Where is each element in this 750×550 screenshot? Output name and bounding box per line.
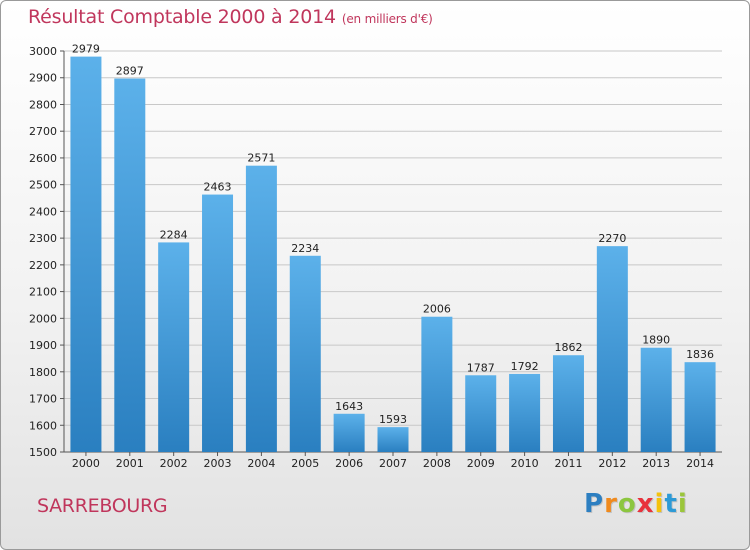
bar-value-label: 2571	[247, 152, 275, 165]
y-tick-label: 2800	[29, 98, 57, 111]
title-text: Résultat Comptable 2000 à 2014	[28, 6, 336, 28]
bar-2010	[509, 373, 541, 452]
x-tick-label: 2011	[554, 457, 582, 470]
proxiti-logo: Proxiti	[584, 489, 688, 519]
bar-2014	[684, 362, 716, 452]
x-tick-label: 2007	[379, 457, 407, 470]
y-tick-label: 2600	[29, 152, 57, 165]
bar-value-label: 2463	[204, 181, 232, 194]
y-tick-label: 2000	[29, 312, 57, 325]
bar-2013	[640, 347, 672, 452]
y-tick-label: 1700	[29, 393, 57, 406]
logo-letter: i	[677, 489, 688, 519]
bars	[70, 56, 716, 453]
bar-value-label: 1836	[686, 348, 714, 361]
y-tick-label: 1900	[29, 339, 57, 352]
x-tick-label: 2013	[642, 457, 670, 470]
x-tick-label: 2001	[116, 457, 144, 470]
x-tick-label: 2010	[511, 457, 539, 470]
x-tick-label: 2014	[686, 457, 714, 470]
x-tick-label: 2004	[247, 457, 275, 470]
y-tick-label: 1500	[29, 446, 57, 459]
bar-value-label: 2234	[291, 242, 319, 255]
bar-2011	[552, 355, 584, 452]
bar-value-label: 2979	[72, 43, 100, 56]
bar-2006	[333, 413, 365, 452]
logo-letter: t	[664, 489, 678, 519]
bar-value-label: 1890	[642, 334, 670, 347]
logo-letter: x	[636, 489, 655, 519]
bar-value-label: 1792	[511, 360, 539, 373]
bar-value-label: 2284	[160, 228, 188, 241]
city-name: SARREBOURG	[37, 495, 168, 517]
x-tick-label: 2003	[204, 457, 232, 470]
bar-value-label: 2897	[116, 65, 144, 78]
bar-2005	[289, 255, 321, 452]
x-tick-label: 2012	[598, 457, 626, 470]
y-tick-label: 1800	[29, 366, 57, 379]
bar-2003	[202, 194, 234, 453]
bar-2000	[70, 56, 102, 452]
y-tick-label: 3000	[29, 45, 57, 58]
x-tick-label: 2008	[423, 457, 451, 470]
bar-2001	[114, 78, 146, 452]
logo-letter: r	[604, 489, 618, 519]
y-tick-label: 2100	[29, 286, 57, 299]
x-tick-label: 2006	[335, 457, 363, 470]
logo-letter: i	[654, 489, 665, 519]
y-tick-label: 2700	[29, 125, 57, 138]
y-tick-label: 2300	[29, 232, 57, 245]
bar-2004	[245, 165, 277, 452]
bar-value-label: 2006	[423, 303, 451, 316]
y-tick-label: 2400	[29, 205, 57, 218]
x-tick-label: 2005	[291, 457, 319, 470]
bar-2012	[596, 246, 628, 452]
labels: 2979 2000 2897 2001 2284 2002 2463 2003 2571 2004…	[72, 43, 714, 470]
chart-subtitle: (en milliers d'€)	[341, 12, 433, 26]
chart-title: Résultat Comptable 2000 à 2014 (en millie…	[28, 6, 433, 28]
bar-2008	[421, 316, 453, 452]
bar-value-label: 2270	[598, 232, 626, 245]
x-tick-label: 2002	[160, 457, 188, 470]
logo-letter: P	[584, 489, 605, 519]
bar-2002	[158, 242, 190, 452]
bar-2009	[465, 375, 497, 452]
bar-value-label: 1787	[467, 361, 495, 374]
bar-value-label: 1643	[335, 400, 363, 413]
bar-2007	[377, 427, 409, 452]
y-tick-label: 2900	[29, 72, 57, 85]
y-tick-label: 2500	[29, 179, 57, 192]
bar-value-label: 1593	[379, 413, 407, 426]
bar-value-label: 1862	[554, 341, 582, 354]
x-tick-label: 2009	[467, 457, 495, 470]
y-tick-label: 2200	[29, 259, 57, 272]
logo-letter: o	[617, 489, 637, 519]
x-tick-label: 2000	[72, 457, 100, 470]
y-tick-label: 1600	[29, 419, 57, 432]
